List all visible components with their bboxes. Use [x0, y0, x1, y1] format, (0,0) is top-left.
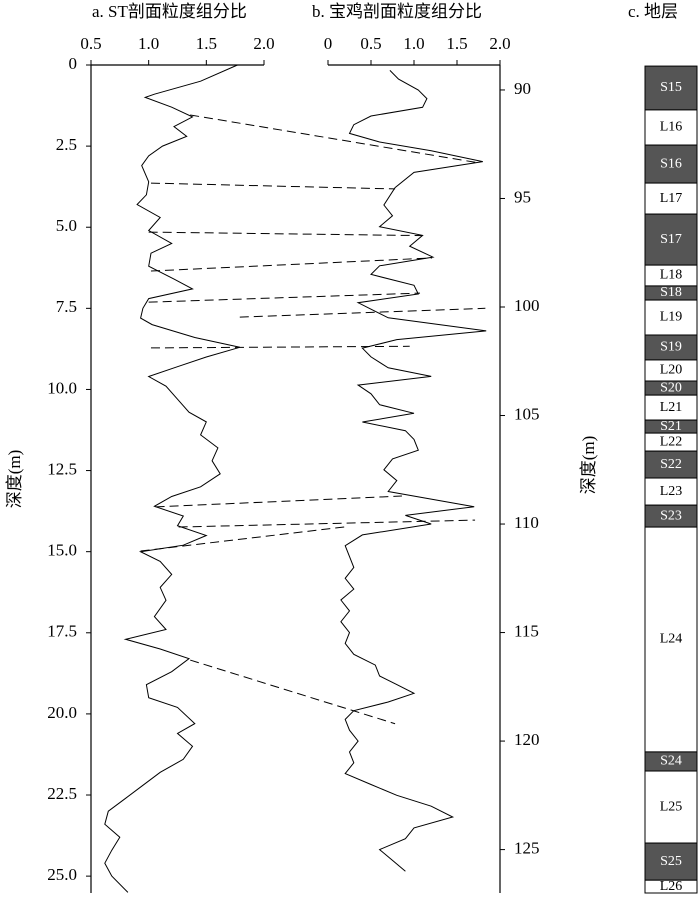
tie-line [190, 114, 481, 164]
layer-label: S17 [660, 232, 682, 247]
layer-label: L22 [660, 434, 683, 449]
layer [644, 109, 698, 146]
tie-line [178, 519, 476, 528]
y-tick-label: 105 [514, 404, 540, 423]
y-tick-label: 5.0 [56, 216, 77, 235]
layer-label: S23 [660, 508, 682, 523]
x-tick-label: 2.0 [253, 34, 274, 53]
layer [644, 770, 698, 844]
y-tick-label: 125 [514, 838, 540, 857]
layer-label: S21 [660, 419, 682, 434]
y-tick-label: 15.0 [47, 541, 77, 560]
tie-line [148, 231, 422, 237]
layer [644, 65, 698, 111]
tie-line [150, 257, 433, 272]
tie-line [140, 526, 346, 552]
layer-label: L25 [660, 799, 683, 814]
y-tick-label: 22.5 [47, 784, 77, 803]
data-line [104, 64, 240, 893]
y-tick-label: 100 [514, 296, 540, 315]
layer [644, 334, 698, 361]
layer-label: S25 [660, 854, 682, 869]
x-tick-label: 1.0 [403, 34, 424, 53]
y-tick-label: 25.0 [47, 865, 77, 884]
layer [644, 182, 698, 215]
layer-label: L23 [660, 484, 683, 499]
x-tick-label: 1.5 [446, 34, 467, 53]
layer [644, 144, 698, 184]
layer-label: L19 [660, 310, 683, 325]
layer [644, 879, 698, 894]
y-tick-label: 0 [69, 54, 78, 73]
y-axis-label-left: 深度(m) [5, 450, 24, 509]
layer-label: L24 [660, 632, 683, 647]
x-tick-label: 1.5 [196, 34, 217, 53]
panel-c-title: c. 地层 [628, 2, 678, 21]
layer-label: S22 [660, 457, 682, 472]
y-tick-label: 115 [514, 621, 539, 640]
layer-label: S20 [660, 380, 682, 395]
x-tick-label: 0.5 [360, 34, 381, 53]
y-tick-label: 10.0 [47, 378, 77, 397]
layer-label: L26 [660, 879, 683, 894]
y-tick-label: 110 [514, 513, 539, 532]
y-tick-label: 12.5 [47, 459, 77, 478]
layer-label: S15 [660, 80, 682, 95]
layer-label: S24 [660, 754, 682, 769]
tie-line [190, 659, 396, 725]
y-axis-label-right: 深度(m) [579, 436, 598, 495]
layer-label: S19 [660, 340, 682, 355]
panel-a-title: a. ST剖面粒度组分比 [92, 2, 247, 21]
layer-label: L16 [660, 120, 683, 135]
layer-label: S16 [660, 156, 682, 171]
y-tick-label: 90 [514, 79, 531, 98]
tie-line [148, 292, 421, 303]
panel-b-title: b. 宝鸡剖面粒度组分比 [312, 2, 482, 21]
y-tick-label: 17.5 [47, 622, 77, 641]
y-tick-label: 7.5 [56, 297, 77, 316]
y-tick-label: 2.5 [56, 135, 77, 154]
layer-label: L17 [660, 191, 683, 206]
layer [644, 213, 698, 266]
layer [644, 394, 698, 421]
y-tick-label: 20.0 [47, 703, 77, 722]
data-line [340, 70, 487, 872]
x-tick-label: 2.0 [489, 34, 510, 53]
y-tick-label: 120 [514, 730, 540, 749]
tie-line [239, 307, 486, 318]
layer-label: L21 [660, 400, 683, 415]
layer [644, 450, 698, 479]
layer [644, 299, 698, 336]
layer-label: S18 [660, 285, 682, 300]
tie-line [150, 345, 410, 349]
tie-line [155, 495, 402, 508]
y-tick-label: 95 [514, 187, 531, 206]
x-tick-label: 0.5 [80, 34, 101, 53]
layer-label: L18 [660, 268, 683, 283]
layer-label: L20 [660, 363, 683, 378]
layer [644, 842, 698, 881]
x-tick-label: 1.0 [138, 34, 159, 53]
x-tick-label: 0 [324, 34, 333, 53]
tie-line [150, 182, 396, 190]
